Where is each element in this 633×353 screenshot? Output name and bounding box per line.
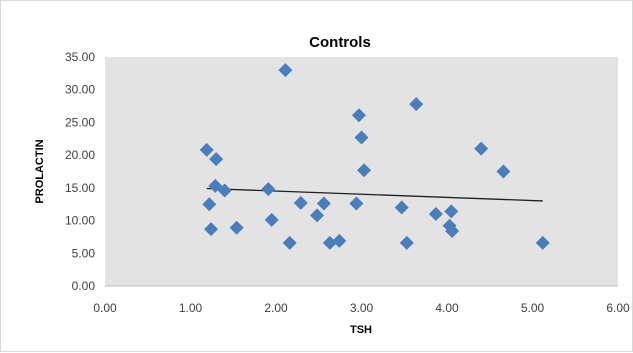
- y-tick-label: 5.00: [72, 246, 96, 260]
- data-point: [496, 164, 511, 179]
- x-tick-label: 2.00: [264, 301, 288, 315]
- y-tick-label: 20.00: [65, 148, 95, 162]
- data-points: [199, 63, 550, 250]
- data-point: [293, 195, 308, 210]
- data-point: [351, 108, 366, 123]
- data-point: [264, 212, 279, 227]
- x-tick-label: 5.00: [521, 301, 545, 315]
- y-tick-label: 35.00: [65, 50, 95, 64]
- y-tick-label: 10.00: [65, 214, 95, 228]
- data-point: [199, 142, 214, 157]
- data-point: [354, 130, 369, 145]
- x-tick-label: 3.00: [350, 301, 374, 315]
- data-point: [332, 233, 347, 248]
- data-point: [310, 208, 325, 223]
- y-tick-label: 15.00: [65, 181, 95, 195]
- y-tick-label: 0.00: [72, 279, 96, 293]
- x-axis-label: TSH: [350, 324, 372, 336]
- x-tick-label: 0.00: [93, 301, 117, 315]
- data-point: [278, 63, 293, 78]
- data-point: [444, 204, 459, 219]
- data-point: [261, 182, 276, 197]
- y-tick-label: 30.00: [65, 83, 95, 97]
- data-point: [428, 207, 443, 222]
- data-point: [209, 152, 224, 167]
- y-tick-labels: 0.00 5.00 10.00 15.00 20.00 25.00 30.00 35.00: [65, 50, 95, 293]
- data-point: [282, 235, 297, 250]
- data-point: [445, 224, 460, 239]
- data-point: [357, 163, 372, 178]
- data-point: [316, 196, 331, 211]
- data-point: [474, 141, 489, 156]
- x-tick-label: 1.00: [179, 301, 203, 315]
- x-tick-labels: 0.00 1.00 2.00 3.00 4.00 5.00 6.00: [93, 301, 630, 315]
- data-point: [322, 235, 337, 250]
- data-point: [204, 222, 219, 237]
- data-point: [217, 183, 232, 198]
- x-tick-label: 6.00: [606, 301, 630, 315]
- data-point: [535, 235, 550, 250]
- data-point: [202, 197, 217, 212]
- y-tick-label: 25.00: [65, 115, 95, 129]
- data-point: [229, 220, 244, 235]
- y-axis-label: PROLACTIN: [34, 139, 46, 203]
- data-point: [409, 97, 424, 112]
- data-point: [349, 196, 364, 211]
- data-point: [399, 235, 414, 250]
- chart-title: Controls: [309, 34, 371, 51]
- data-point: [394, 200, 409, 215]
- x-tick-label: 4.00: [435, 301, 459, 315]
